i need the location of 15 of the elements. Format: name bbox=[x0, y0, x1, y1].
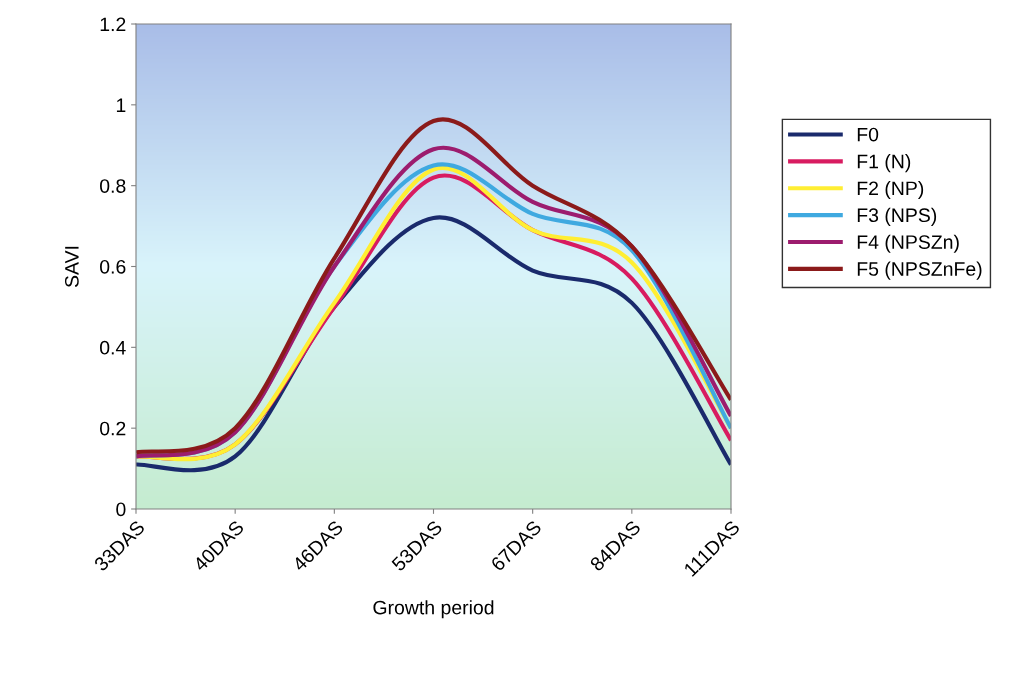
legend-label: F4 (NPSZn) bbox=[857, 234, 959, 253]
y-tick-label: 0.6 bbox=[100, 259, 126, 274]
legend-label: F3 (NPS) bbox=[857, 207, 937, 226]
legend-label: F1 (N) bbox=[857, 154, 911, 173]
y-tick-label: 0.2 bbox=[100, 421, 126, 436]
legend-label: F5 (NPSZnFe) bbox=[857, 261, 982, 280]
y-axis-title: SAVI bbox=[64, 246, 79, 288]
y-tick-label: 1.2 bbox=[100, 17, 126, 32]
y-tick-label: 0.4 bbox=[100, 340, 126, 355]
y-tick-label: 0.8 bbox=[100, 179, 126, 193]
legend-label: F0 bbox=[857, 127, 879, 142]
y-tick-label: 1 bbox=[116, 98, 126, 112]
y-tick-label: 0 bbox=[116, 502, 126, 517]
legend-label: F2 (NP) bbox=[857, 180, 924, 200]
x-axis-title: Growth period bbox=[373, 600, 494, 619]
